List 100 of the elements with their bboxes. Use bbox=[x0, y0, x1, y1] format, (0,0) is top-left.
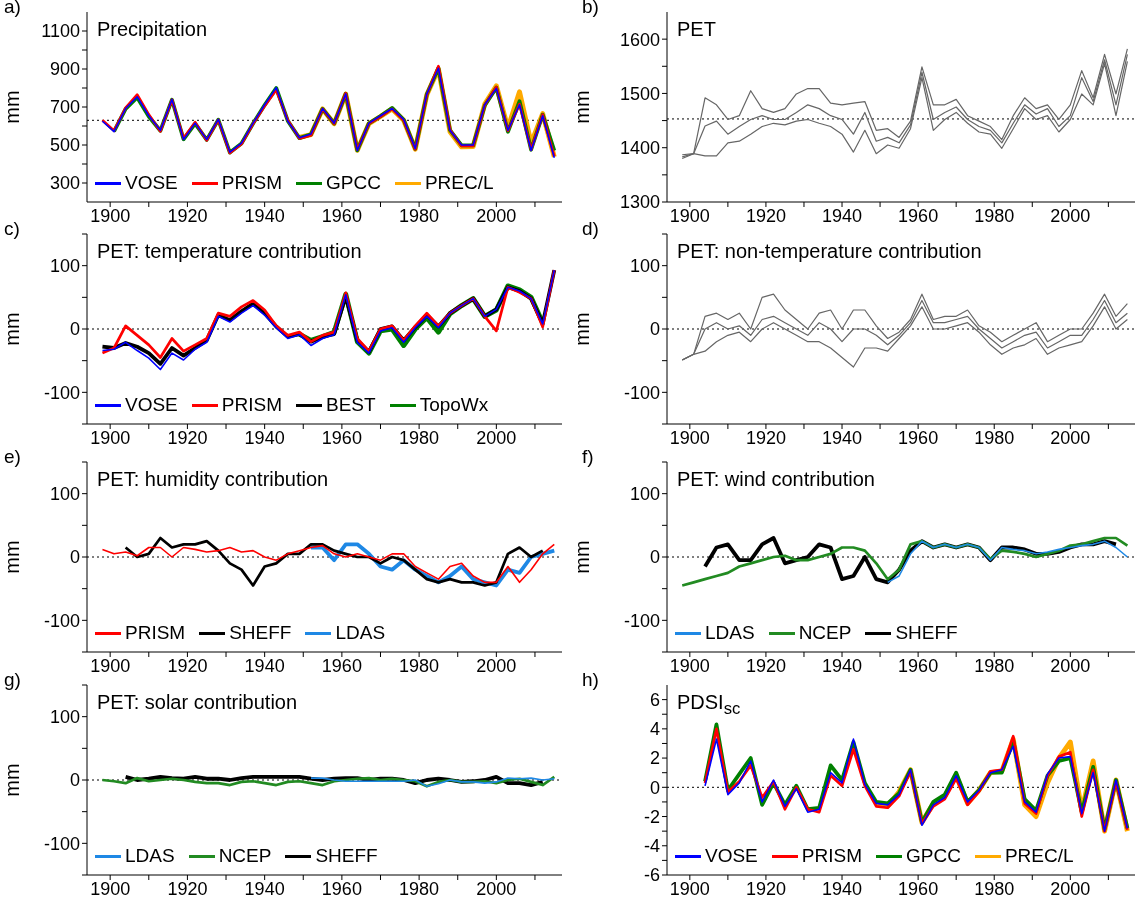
x-tick-label: 1980 bbox=[399, 205, 440, 226]
y-tick-label: 0 bbox=[649, 777, 660, 798]
x-tick-label: 1900 bbox=[669, 205, 710, 226]
legend-label: PRISM bbox=[125, 622, 186, 644]
x-tick-label: 1940 bbox=[822, 878, 863, 899]
x-tick-label: 1920 bbox=[745, 427, 786, 448]
x-tick-label: 1920 bbox=[745, 205, 786, 226]
y-tick-label: 100 bbox=[49, 707, 80, 728]
x-tick-label: 1900 bbox=[669, 655, 710, 676]
text: h) bbox=[582, 669, 599, 691]
y-tick-label: 4 bbox=[649, 719, 660, 740]
y-tick-label: -2 bbox=[643, 806, 660, 827]
y-tick-label: 900 bbox=[49, 59, 80, 80]
x-tick-label: 1960 bbox=[898, 878, 939, 899]
text: c) bbox=[4, 218, 20, 240]
legend-label: TopoWx bbox=[419, 394, 489, 416]
legend-label: VOSE bbox=[705, 845, 758, 867]
legend-label: SHEFF bbox=[229, 622, 292, 644]
x-tick-label: 1980 bbox=[974, 878, 1015, 899]
y-tick-label: 1300 bbox=[619, 192, 660, 213]
x-tick-label: 1920 bbox=[167, 878, 208, 899]
legend-label: SHEFF bbox=[315, 845, 378, 867]
x-tick-label: 1960 bbox=[898, 427, 939, 448]
x-tick-label: 1940 bbox=[822, 427, 863, 448]
chart-title: PDSI$_{sc}$ bbox=[677, 691, 741, 719]
x-tick-label: 1960 bbox=[898, 655, 939, 676]
y-tick-label: 0 bbox=[649, 319, 660, 340]
y-tick-label: 0 bbox=[649, 547, 660, 568]
x-tick-label: 1920 bbox=[167, 205, 208, 226]
x-tick-label: 1940 bbox=[244, 205, 285, 226]
chart-title: PET: temperature contribution bbox=[97, 240, 362, 263]
x-tick-label: 2000 bbox=[1050, 205, 1091, 226]
text: g) bbox=[4, 669, 21, 691]
x-tick-label: 2000 bbox=[476, 205, 517, 226]
legend-label: GPCC bbox=[906, 845, 961, 867]
y-tick-label: 700 bbox=[49, 97, 80, 118]
y-tick-label: -6 bbox=[643, 865, 660, 886]
y-tick-label: 100 bbox=[49, 256, 80, 277]
y-tick-label: -4 bbox=[643, 836, 660, 857]
x-tick-label: 1960 bbox=[321, 427, 362, 448]
y-tick-label: 100 bbox=[629, 484, 660, 505]
y-tick-label: 2 bbox=[649, 748, 660, 769]
y-tick-label: -100 bbox=[43, 382, 80, 403]
x-tick-label: 1980 bbox=[974, 427, 1015, 448]
x-tick-label: 1980 bbox=[974, 655, 1015, 676]
legend-label: VOSE bbox=[125, 172, 178, 194]
y-tick-label: 0 bbox=[69, 319, 80, 340]
legend-label: GPCC bbox=[326, 172, 381, 194]
y-tick-label: 1600 bbox=[619, 29, 660, 50]
y-axis-title: mm bbox=[571, 312, 594, 346]
text: a) bbox=[4, 0, 21, 18]
x-tick-label: 1920 bbox=[167, 427, 208, 448]
y-tick-label: -100 bbox=[623, 610, 660, 631]
x-tick-label: 1940 bbox=[822, 655, 863, 676]
x-tick-label: 1960 bbox=[321, 655, 362, 676]
chart-title: PET: non-temperature contribution bbox=[677, 240, 982, 263]
x-tick-label: 2000 bbox=[1050, 427, 1091, 448]
x-tick-label: 1960 bbox=[321, 878, 362, 899]
x-tick-label: 1900 bbox=[90, 427, 131, 448]
y-axis-title: mm bbox=[1, 763, 24, 797]
y-tick-label: 300 bbox=[49, 173, 80, 194]
x-tick-label: 1920 bbox=[167, 655, 208, 676]
x-tick-label: 1900 bbox=[90, 655, 131, 676]
y-tick-label: 1100 bbox=[41, 21, 80, 42]
legend-label: PREC/L bbox=[1004, 845, 1074, 867]
chart-title: PET: wind contribution bbox=[677, 468, 875, 491]
x-tick-label: 1940 bbox=[822, 205, 863, 226]
legend-label: LDAS bbox=[125, 845, 175, 867]
x-tick-label: 1960 bbox=[898, 205, 939, 226]
y-axis-title: mm bbox=[571, 540, 594, 574]
x-tick-label: 1940 bbox=[244, 878, 285, 899]
legend-label: PRISM bbox=[801, 845, 862, 867]
legend-label: PRISM bbox=[221, 172, 282, 194]
legend-label: PRISM bbox=[221, 394, 282, 416]
text: f) bbox=[582, 446, 594, 468]
legend-label: LDAS bbox=[335, 622, 386, 644]
chart-title: PET: solar contribution bbox=[97, 691, 298, 714]
y-tick-label: 0 bbox=[69, 770, 80, 791]
x-tick-label: 2000 bbox=[476, 655, 517, 676]
legend-label: NCEP bbox=[218, 845, 272, 867]
x-tick-label: 1920 bbox=[745, 655, 786, 676]
y-axis-title: mm bbox=[1, 90, 24, 124]
legend-label: VOSE bbox=[125, 394, 178, 416]
x-tick-label: 2000 bbox=[476, 878, 517, 899]
chart-title: Precipitation bbox=[97, 18, 208, 41]
y-axis-title: mm bbox=[1, 540, 24, 574]
chart-title: PET bbox=[677, 18, 716, 41]
y-tick-label: -100 bbox=[43, 610, 80, 631]
x-tick-label: 1980 bbox=[974, 205, 1015, 226]
x-tick-label: 1900 bbox=[669, 878, 710, 899]
text: b) bbox=[582, 0, 599, 18]
x-tick-label: 1980 bbox=[399, 655, 440, 676]
y-tick-label: 1500 bbox=[619, 83, 660, 104]
legend-label: LDAS bbox=[705, 622, 755, 644]
x-tick-label: 1940 bbox=[244, 427, 285, 448]
x-tick-label: 2000 bbox=[1050, 878, 1091, 899]
x-tick-label: 2000 bbox=[1050, 655, 1091, 676]
x-tick-label: 1980 bbox=[399, 878, 440, 899]
x-tick-label: 1940 bbox=[244, 655, 285, 676]
text: e) bbox=[4, 446, 21, 468]
